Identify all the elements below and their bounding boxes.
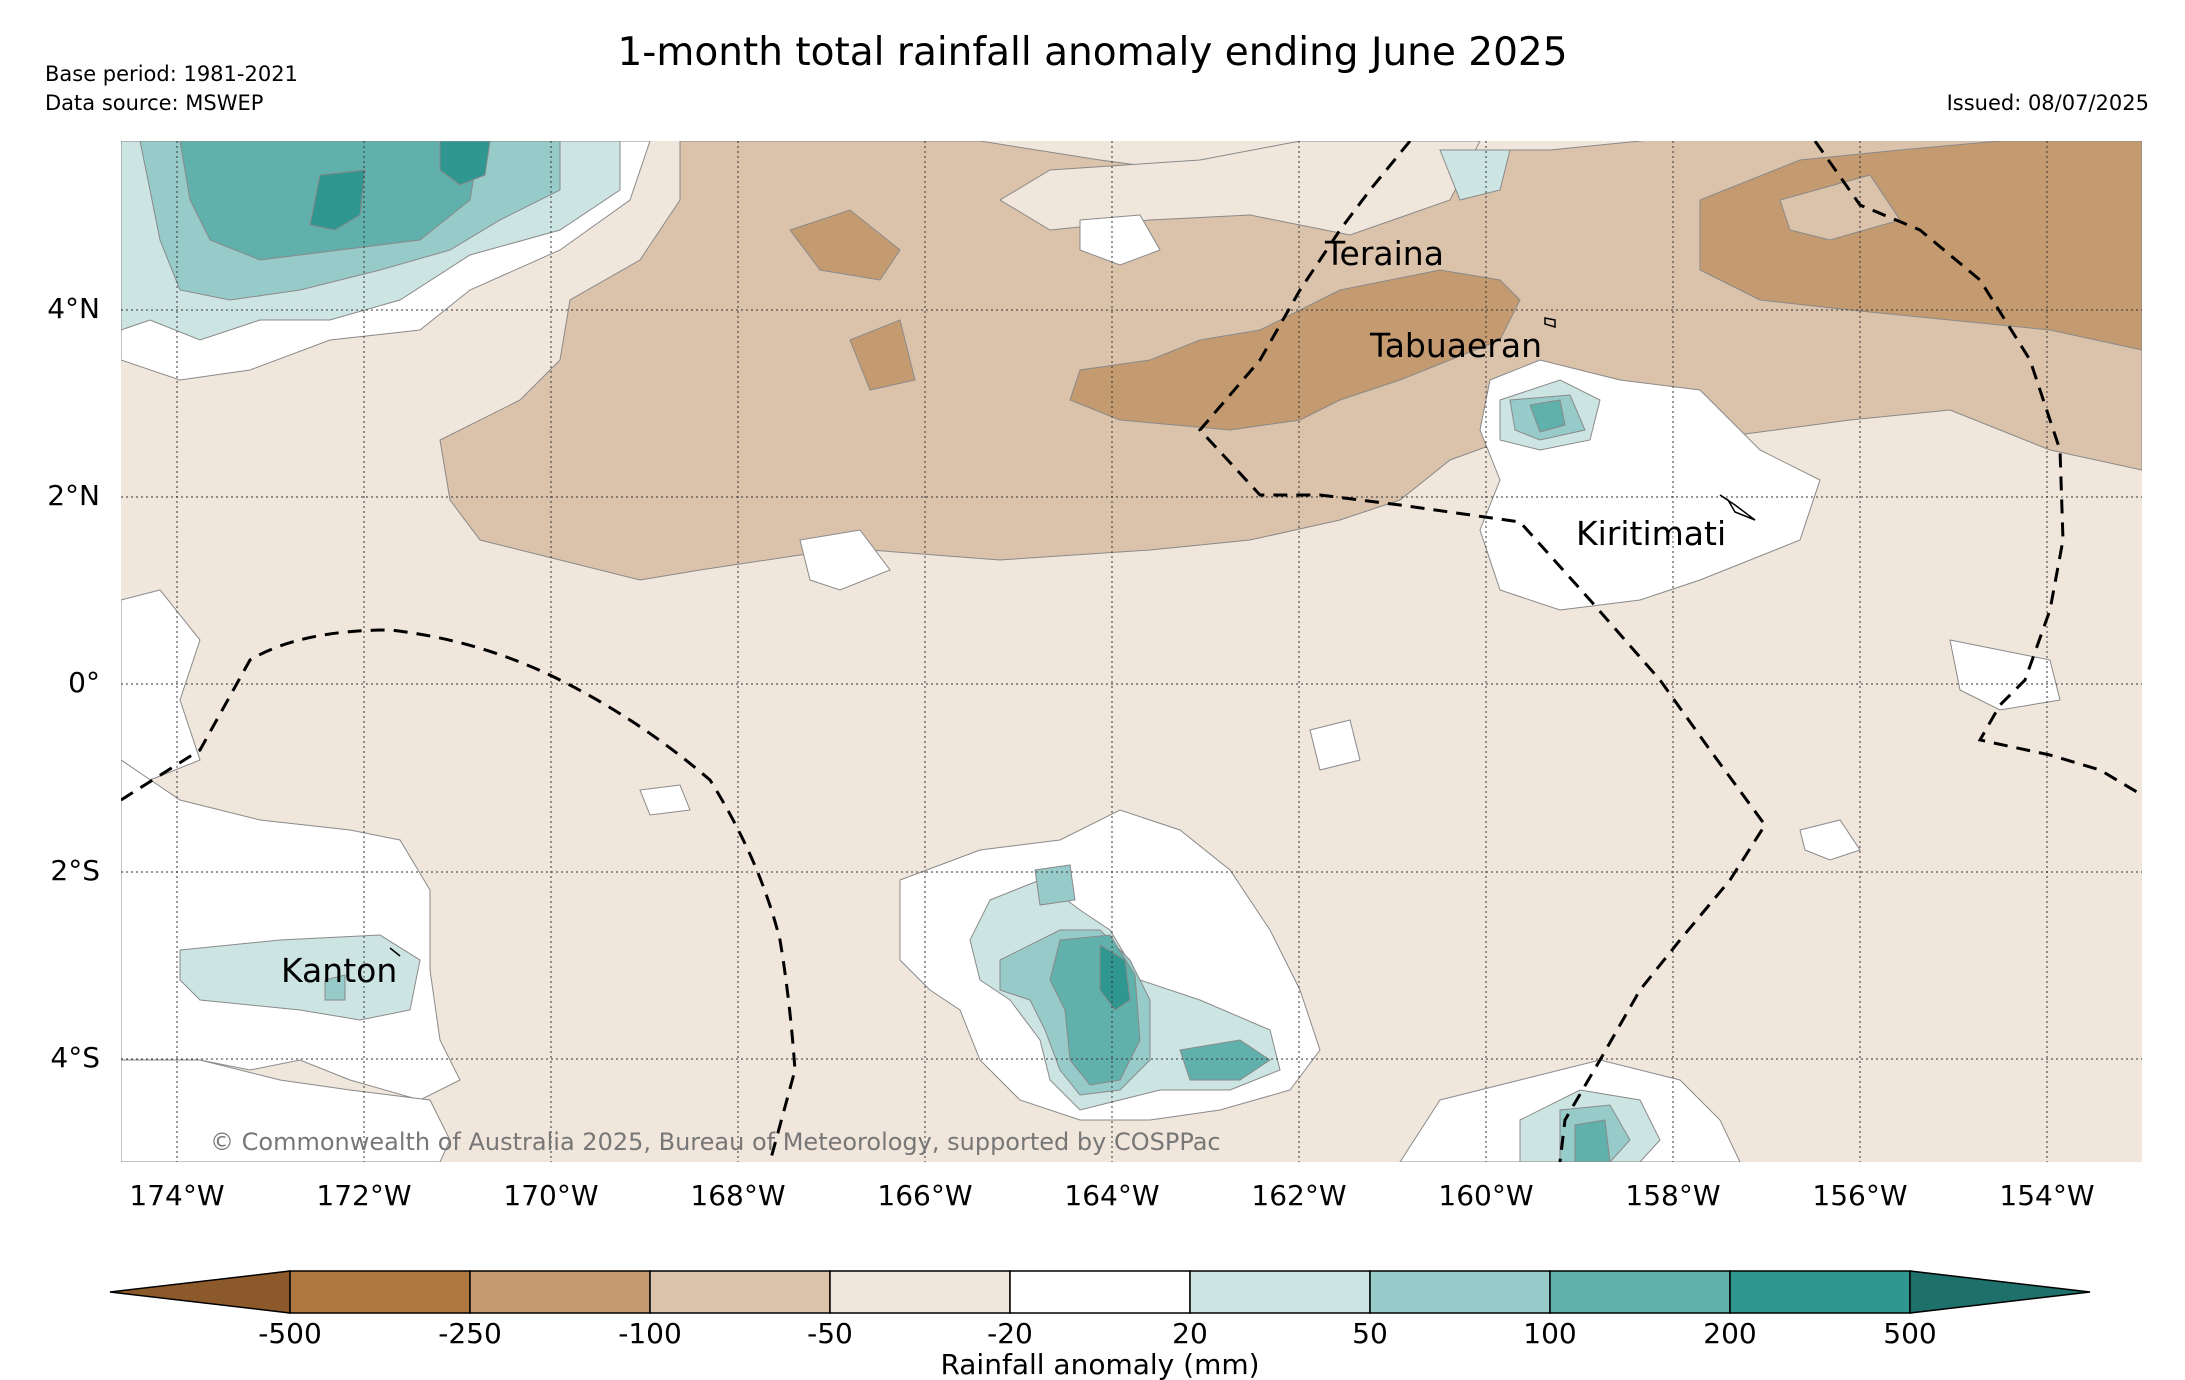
colorbar-segment [1369,1270,1551,1314]
lat-label: 4°N [47,292,100,325]
colorbar-segment [1729,1270,1911,1314]
colorbar-segment [1009,1270,1191,1314]
map-panel: Teraina Tabuaeran Kiritimati Kanton © Co… [121,141,2142,1162]
colorbar: -500 -250 -100 -50 -20 20 50 100 200 500… [109,1270,2091,1380]
colorbar-tick-label: -500 [258,1317,322,1350]
colorbar-tick-label: -250 [438,1317,502,1350]
colorbar-segment [469,1270,651,1314]
colorbar-left-extension [109,1270,291,1314]
kiritimati-island [1719,494,1756,521]
anomaly-shading [121,141,2142,1162]
lon-label: 174°W [129,1179,224,1212]
colorbar-tick-label: -20 [987,1317,1033,1350]
tabuaeran-island [1544,317,1556,329]
lon-label: 162°W [1251,1179,1346,1212]
map-gridlines [121,141,2142,1162]
colorbar-tick-label: 100 [1523,1317,1576,1350]
lon-label: 154°W [1999,1179,2094,1212]
place-label-teraina: Teraina [1324,234,1444,273]
lat-label: 2°N [47,479,100,512]
colorbar-tick-label: -50 [807,1317,853,1350]
colorbar-label: Rainfall anomaly (mm) [940,1348,1259,1380]
colorbar-tick-label: -100 [618,1317,682,1350]
lon-label: 166°W [877,1179,972,1212]
colorbar-segment [649,1270,831,1314]
issued-date-text: Issued: 08/07/2025 [1946,91,2149,115]
colorbar-segment [829,1270,1011,1314]
base-period-text: Base period: 1981-2021 [45,62,298,86]
copyright-text: © Commonwealth of Australia 2025, Bureau… [210,1128,1221,1156]
colorbar-tick-label: 500 [1883,1317,1936,1350]
colorbar-segment [1189,1270,1371,1314]
eez-boundaries [121,141,2142,1162]
island-outlines [389,317,1756,957]
lat-label: 0° [68,666,100,699]
colorbar-tick-label: 50 [1352,1317,1388,1350]
lat-label: 4°S [50,1041,100,1074]
lon-label: 158°W [1625,1179,1720,1212]
lon-label: 160°W [1438,1179,1533,1212]
lon-label: 168°W [690,1179,785,1212]
lat-label: 2°S [50,854,100,887]
lon-label: 170°W [503,1179,598,1212]
place-label-kanton: Kanton [281,951,397,990]
colorbar-segment [1549,1270,1731,1314]
colorbar-segment [289,1270,471,1314]
lon-label: 156°W [1812,1179,1907,1212]
data-source-text: Data source: MSWEP [45,91,264,115]
lon-label: 172°W [316,1179,411,1212]
place-label-tabuaeran: Tabuaeran [1369,326,1542,365]
colorbar-tick-label: 200 [1703,1317,1756,1350]
colorbar-tick-label: 20 [1172,1317,1208,1350]
place-label-kiritimati: Kiritimati [1576,514,1726,553]
kanton-island [389,947,401,957]
latitude-labels: 4°N 2°N 0° 2°S 4°S [47,292,100,1074]
lon-label: 164°W [1064,1179,1159,1212]
longitude-labels: 174°W 172°W 170°W 168°W 166°W 164°W 162°… [129,1179,2094,1212]
colorbar-right-extension [1909,1270,2091,1314]
page-title: 1-month total rainfall anomaly ending Ju… [617,30,1568,75]
